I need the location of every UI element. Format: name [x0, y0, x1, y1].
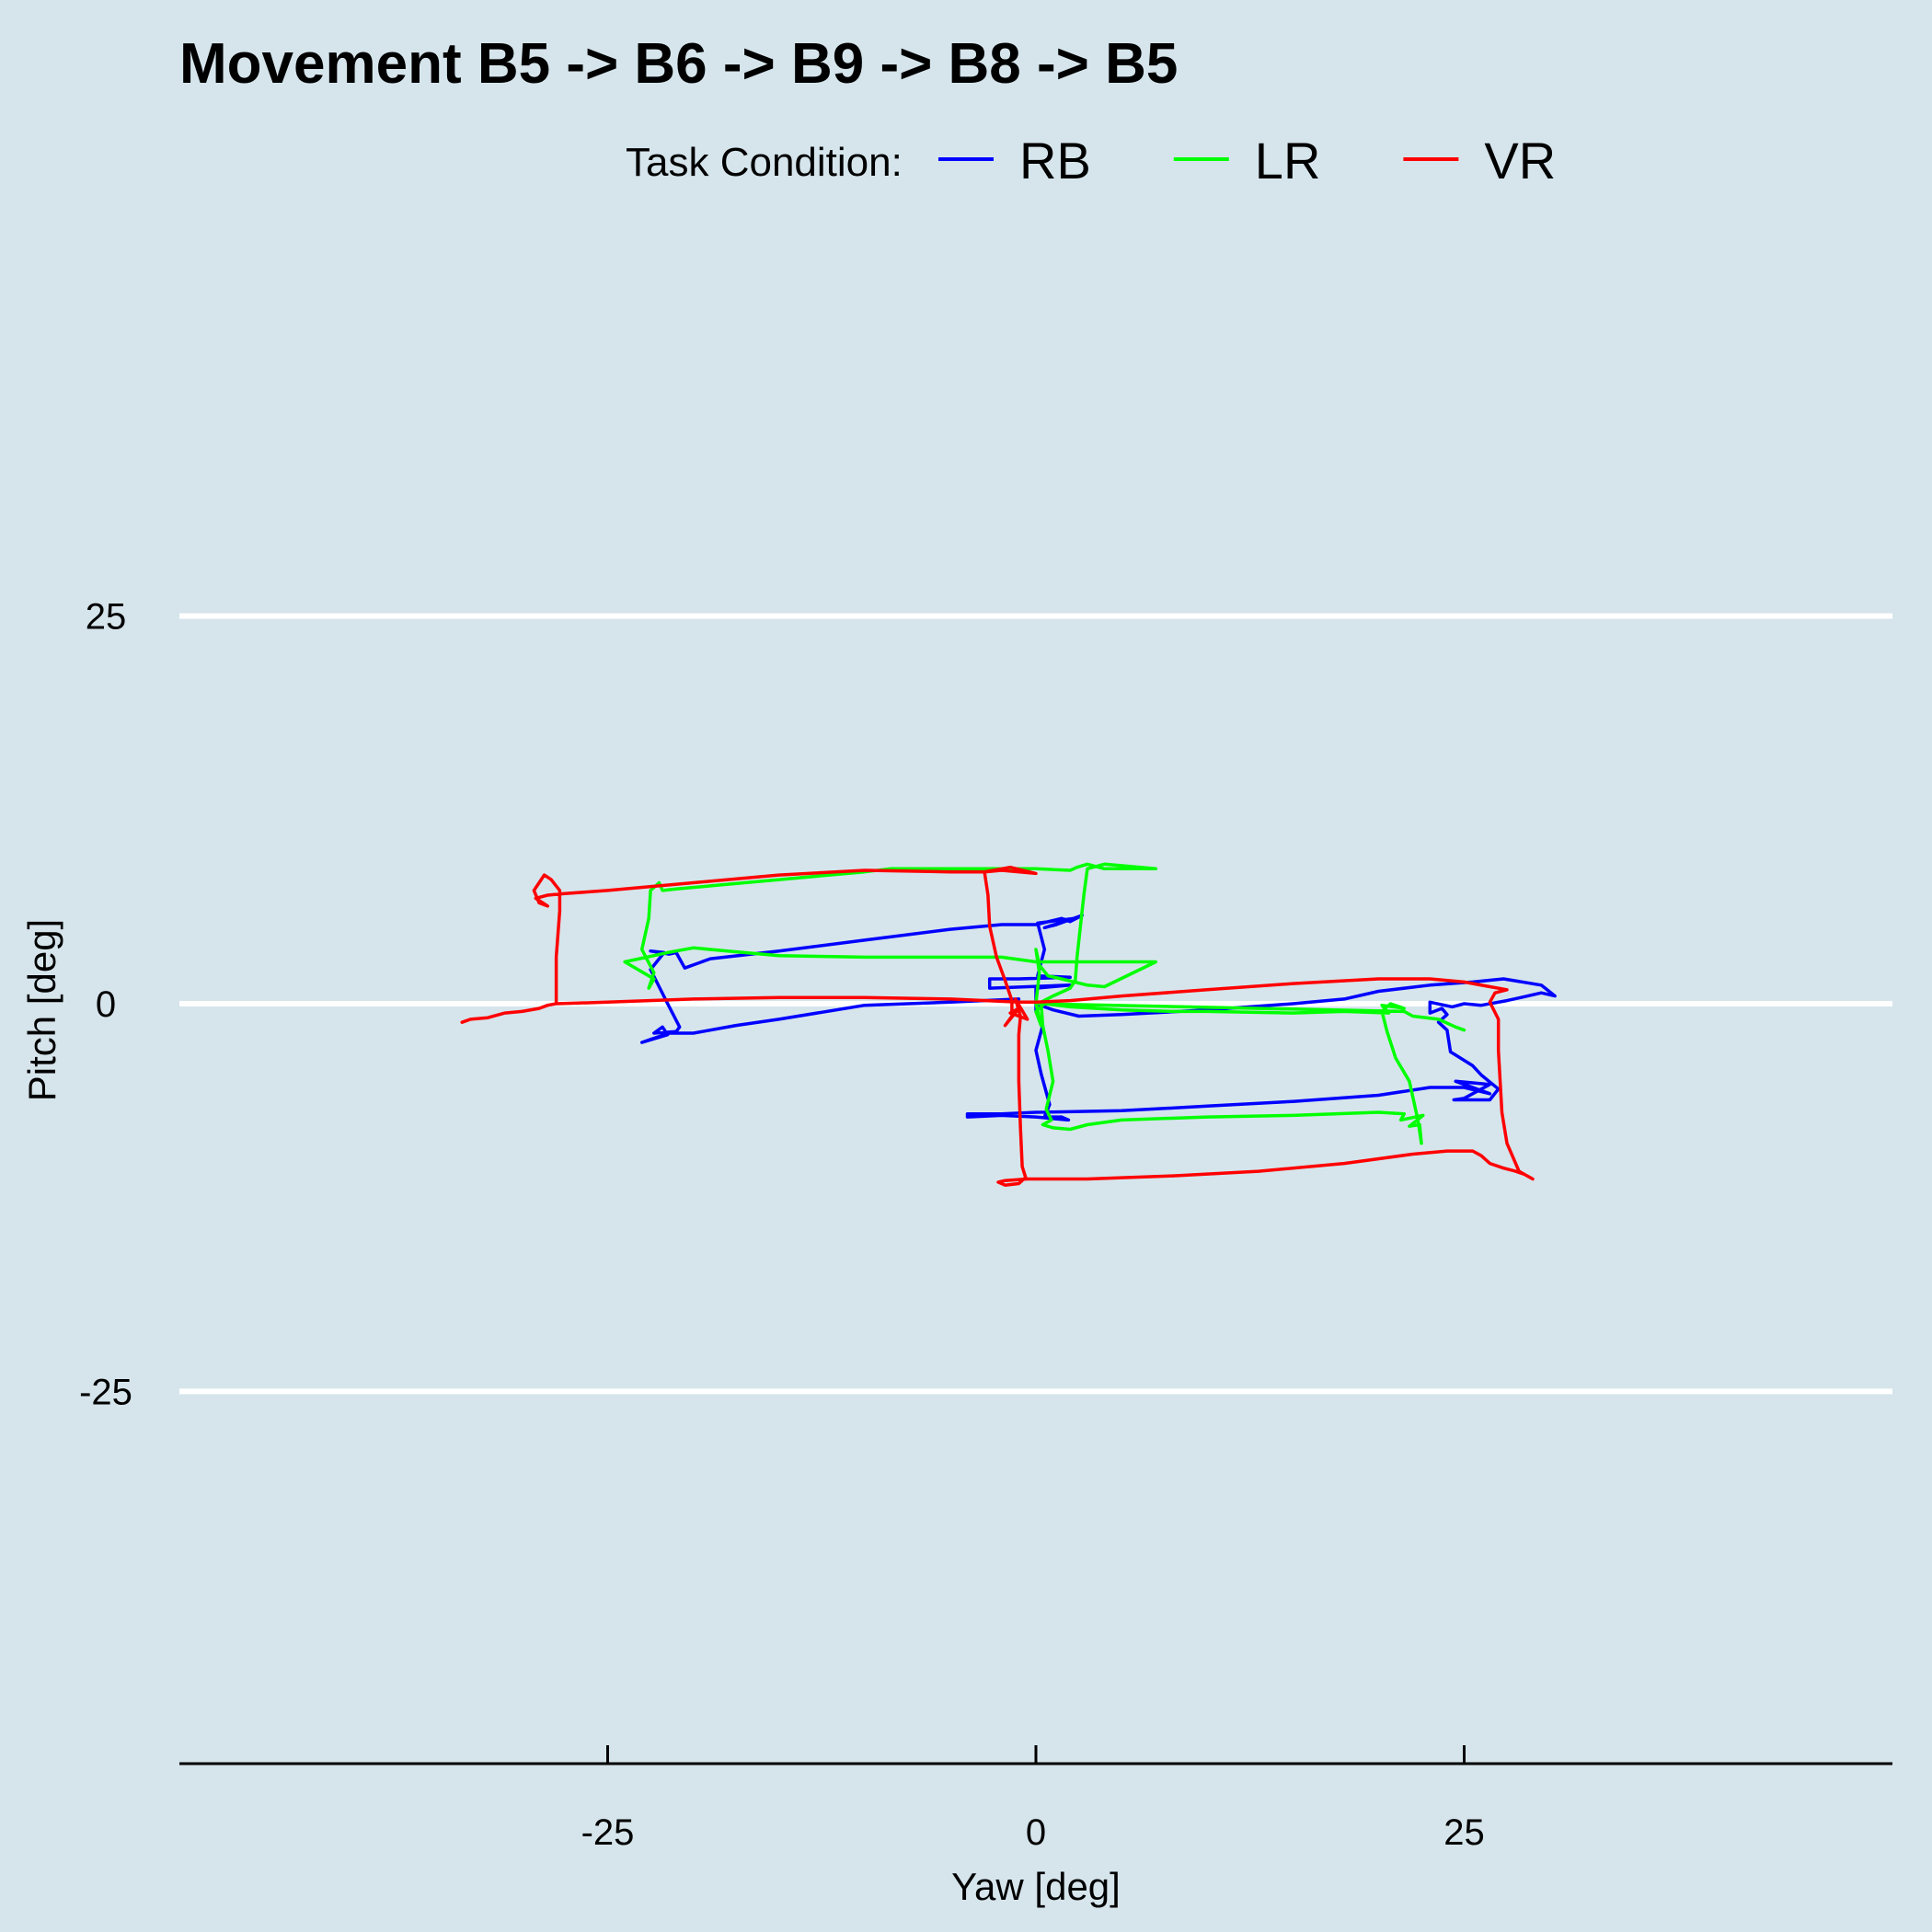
x-tick-label: -25	[581, 1812, 635, 1853]
x-axis: -25 0 25	[179, 1745, 1892, 1853]
series-line-vr	[460, 865, 1535, 1187]
x-axis-label: Yaw [deg]	[951, 1865, 1121, 1908]
legend-items: RB LR VR	[938, 132, 1556, 190]
chart-title: Movement B5 -> B6 -> B9 -> B8 -> B5	[179, 32, 1178, 96]
y-ticks: 25 0 -25	[79, 597, 132, 1413]
legend-label-lr: LR	[1255, 132, 1321, 190]
x-tick-label: 0	[1026, 1812, 1046, 1853]
x-tick-label: 25	[1443, 1812, 1485, 1853]
legend-label-vr: VR	[1484, 132, 1556, 190]
y-tick-label: 25	[86, 597, 127, 638]
y-tick-label: 0	[96, 984, 116, 1025]
y-axis-label: Pitch [deg]	[20, 919, 63, 1101]
y-tick-label: -25	[79, 1372, 132, 1412]
legend-label-rb: RB	[1019, 132, 1091, 190]
series-line-lr	[623, 862, 1466, 1145]
x-ticks: -25 0 25	[581, 1745, 1485, 1853]
legend-title: Task Condition:	[626, 140, 903, 185]
plot-traces	[460, 862, 1557, 1187]
legend: Task Condition: RB LR VR	[626, 132, 1556, 190]
